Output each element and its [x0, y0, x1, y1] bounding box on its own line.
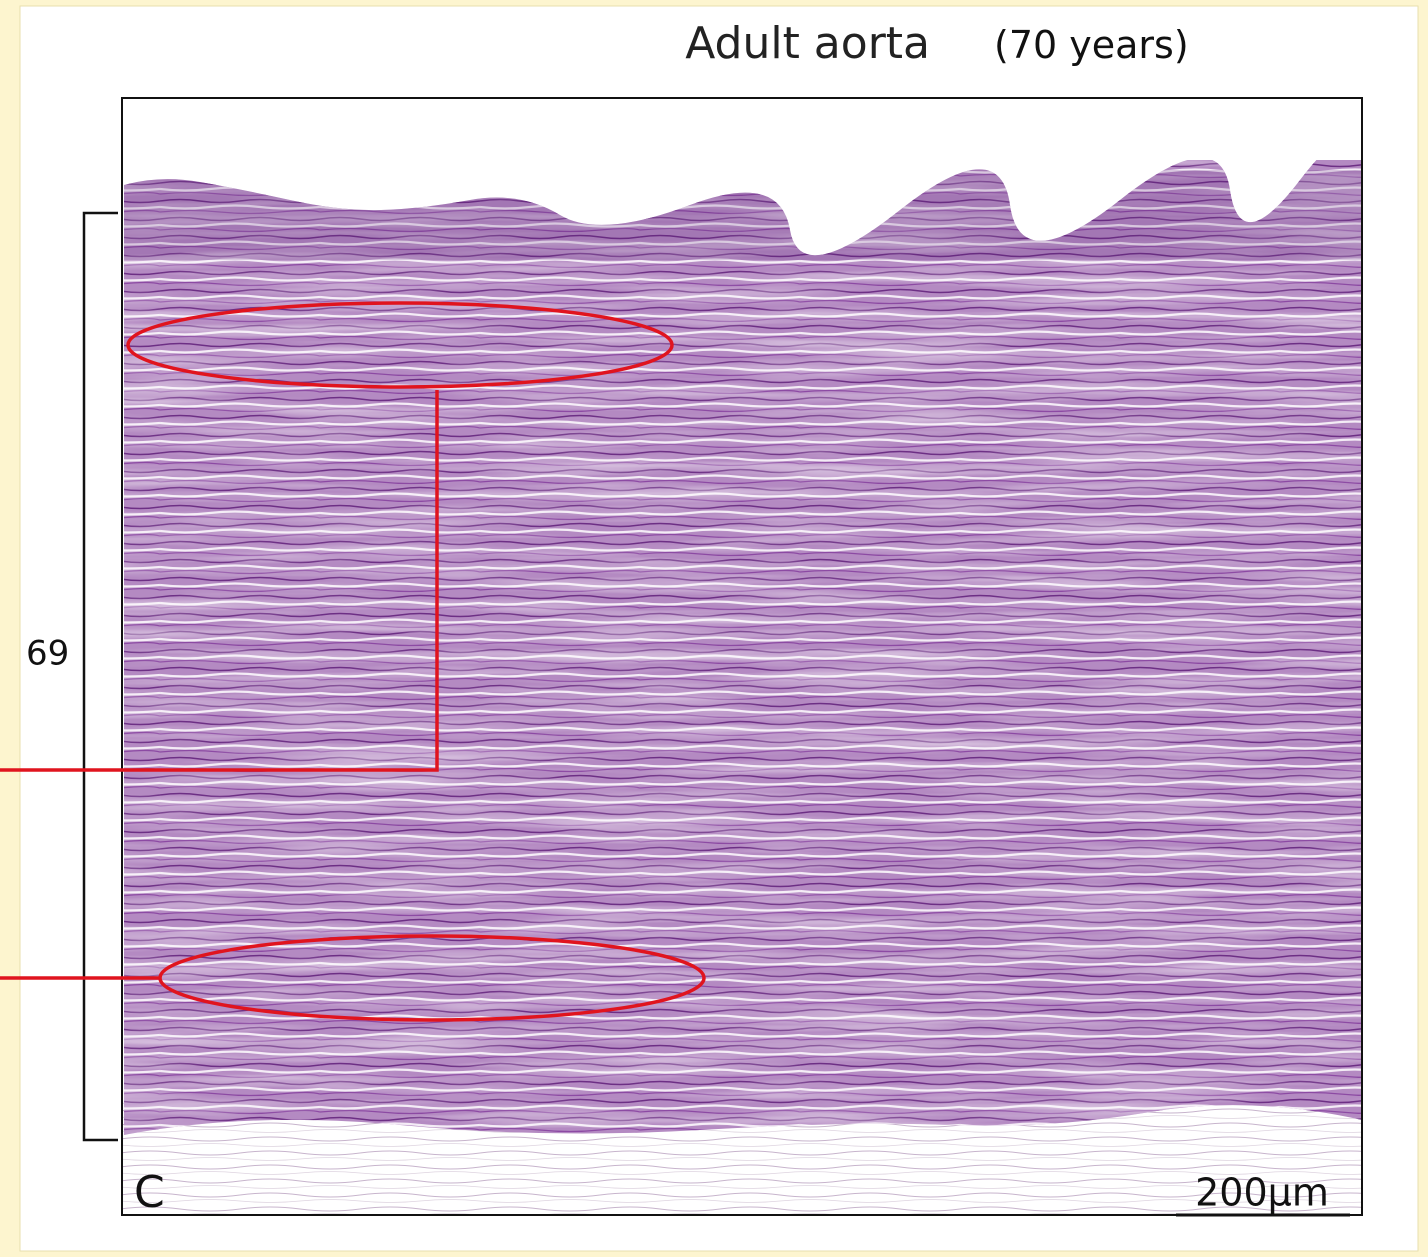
- micrograph-border: [121, 97, 1363, 1216]
- annotations: [0, 301, 706, 1022]
- media-layer: [124, 160, 1362, 1136]
- panel-letter: C: [134, 1167, 165, 1218]
- scale-bar-label: 200µm: [1195, 1171, 1329, 1215]
- figure-title: Adult aorta: [685, 18, 930, 69]
- bracket-label: 69: [26, 634, 69, 674]
- micrograph: [121, 97, 1363, 1216]
- leader-line: [0, 390, 439, 772]
- highlight-ellipse: [126, 301, 674, 389]
- figure-subtitle: (70 years): [994, 23, 1189, 67]
- bracket: [82, 211, 118, 1142]
